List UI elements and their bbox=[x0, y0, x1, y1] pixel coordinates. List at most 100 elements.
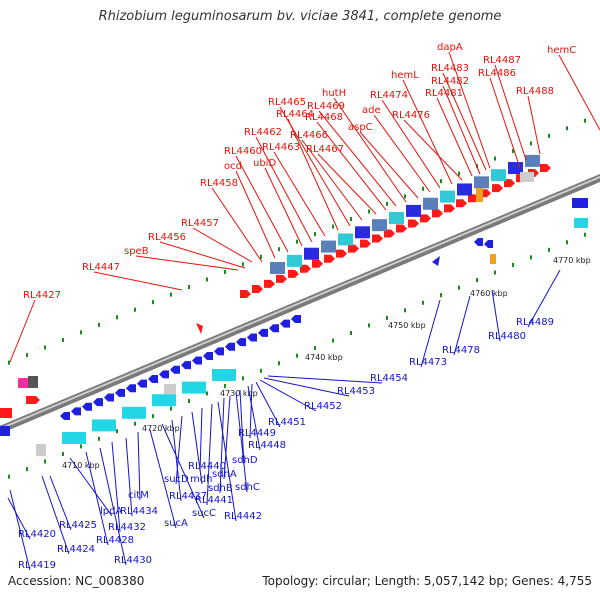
gene-labels: RL4427 RL4447 speB RL4456 RL4457 RL4458 ocd RL4… bbox=[18, 42, 576, 571]
tick-mark bbox=[116, 429, 118, 434]
reverse-gene-label-lpda[interactable]: lpdA bbox=[100, 506, 122, 517]
reverse-gene-label-rl4419[interactable]: RL4419 bbox=[18, 560, 56, 571]
tick-mark bbox=[116, 315, 118, 320]
forward-gene-label-rl4481[interactable]: RL4481 bbox=[425, 88, 463, 99]
reverse-gene-label-rl4449[interactable]: RL4449 bbox=[238, 428, 276, 439]
reverse-gene-label-rl4434[interactable]: RL4434 bbox=[120, 506, 158, 517]
reverse-gene-label-rl4489[interactable]: RL4489 bbox=[516, 317, 554, 328]
reverse-gene-callout-line bbox=[249, 383, 253, 439]
reverse-gene-label-rl4440[interactable]: RL4440 bbox=[188, 461, 226, 472]
reverse-gene-label-sucd[interactable]: sucD bbox=[164, 474, 189, 485]
forward-gene-callout-line bbox=[287, 118, 339, 231]
forward-gene-arrow bbox=[420, 214, 431, 223]
forward-gene-label-rl4464[interactable]: RL4464 bbox=[276, 109, 314, 120]
reverse-gene-label-rl4478[interactable]: RL4478 bbox=[442, 345, 480, 356]
forward-gene-label-aspc[interactable]: aspC bbox=[348, 122, 373, 133]
forward-gene-label-rl4482[interactable]: RL4482 bbox=[431, 76, 469, 87]
forward-gene-label-rl4483[interactable]: RL4483 bbox=[431, 63, 469, 74]
reverse-gene-label-sdha[interactable]: sdhA bbox=[212, 469, 237, 480]
forward-gene-callout-line bbox=[279, 106, 351, 227]
reverse-gene-label-rl4453[interactable]: RL4453 bbox=[337, 386, 375, 397]
forward-gene-label-speb[interactable]: speB bbox=[124, 246, 149, 257]
forward-gene-label-rl4427[interactable]: RL4427 bbox=[23, 290, 61, 301]
forward-gene-label-rl4488[interactable]: RL4488 bbox=[516, 86, 554, 97]
reverse-gene-label-rl4432[interactable]: RL4432 bbox=[108, 522, 146, 533]
reverse-gene-label-rl4452[interactable]: RL4452 bbox=[304, 401, 342, 412]
forward-gene-label-rl4447[interactable]: RL4447 bbox=[82, 262, 120, 273]
reverse-gene-label-suca[interactable]: sucA bbox=[164, 518, 188, 529]
reverse-gene-label-rl4451[interactable]: RL4451 bbox=[268, 417, 306, 428]
reverse-gene-callout-line bbox=[171, 419, 182, 502]
reverse-gene-label-sdhc[interactable]: sdhC bbox=[235, 482, 260, 493]
forward-gene-block bbox=[457, 183, 472, 196]
reverse-gene-label-rl4441[interactable]: RL4441 bbox=[195, 495, 233, 506]
forward-gene-label-heml[interactable]: hemL bbox=[391, 70, 419, 81]
reverse-gene-callout-line bbox=[239, 389, 245, 466]
tick-mark bbox=[62, 451, 64, 456]
forward-gene-label-huth[interactable]: hutH bbox=[322, 88, 346, 99]
forward-gene-label-rl4462[interactable]: RL4462 bbox=[244, 127, 282, 138]
forward-gene-arrow bbox=[288, 269, 299, 278]
forward-gene-label-ade[interactable]: ade bbox=[362, 105, 381, 116]
forward-gene-label-rl4463[interactable]: RL4463 bbox=[262, 142, 300, 153]
forward-gene-arrow bbox=[408, 219, 419, 228]
tick-mark bbox=[278, 361, 280, 366]
forward-gene-label-rl4456[interactable]: RL4456 bbox=[148, 232, 186, 243]
forward-gene-block bbox=[389, 212, 404, 225]
tick-label-4760-kbp: 4760 kbp bbox=[470, 289, 508, 298]
reverse-gene-label-rl4448[interactable]: RL4448 bbox=[248, 440, 286, 451]
forward-gene-label-ocd[interactable]: ocd bbox=[224, 161, 242, 172]
rna-gene-block bbox=[476, 188, 483, 202]
forward-gene-label-ubid[interactable]: ubiD bbox=[253, 158, 276, 169]
reverse-gene-callout-line bbox=[7, 497, 31, 540]
reverse-gene-label-rl4420[interactable]: RL4420 bbox=[18, 529, 56, 540]
tick-mark bbox=[404, 194, 406, 199]
forward-gene-label-rl4465[interactable]: RL4465 bbox=[268, 97, 306, 108]
tick-mark bbox=[170, 292, 172, 297]
forward-gene-label-rl4486[interactable]: RL4486 bbox=[478, 68, 516, 79]
forward-gene-label-rl4487[interactable]: RL4487 bbox=[483, 55, 521, 66]
forward-gene-block bbox=[0, 408, 12, 418]
forward-gene-label-hemc[interactable]: hemC bbox=[547, 45, 576, 56]
forward-gene-label-rl4476[interactable]: RL4476 bbox=[392, 110, 430, 121]
reverse-gene-label-rl4437[interactable]: RL4437 bbox=[169, 491, 207, 502]
forward-gene-label-rl4474[interactable]: RL4474 bbox=[370, 90, 408, 101]
reverse-gene-label-sdhd[interactable]: sdhD bbox=[232, 455, 258, 466]
reverse-gene-label-mdh[interactable]: mdh bbox=[190, 474, 212, 485]
forward-gene-block bbox=[406, 204, 421, 217]
tick-mark bbox=[26, 467, 28, 472]
forward-gene-label-rl4460[interactable]: RL4460 bbox=[224, 146, 262, 157]
reverse-gene-label-sdhb[interactable]: sdhB bbox=[208, 483, 233, 494]
tick-mark bbox=[584, 232, 586, 237]
reverse-gene-label-rl4428[interactable]: RL4428 bbox=[96, 535, 134, 546]
tick-mark bbox=[296, 239, 298, 244]
reverse-gene-callout-line bbox=[161, 423, 205, 519]
tick-mark bbox=[548, 247, 550, 252]
tick-mark bbox=[314, 232, 316, 237]
reverse-gene-label-rl4442[interactable]: RL4442 bbox=[224, 511, 262, 522]
reverse-gene-callout-line bbox=[247, 385, 261, 451]
forward-gene-label-rl4469[interactable]: RL4469 bbox=[307, 101, 345, 112]
forward-gene-label-rl4458[interactable]: RL4458 bbox=[200, 178, 238, 189]
reverse-gene-label-rl4424[interactable]: RL4424 bbox=[57, 544, 95, 555]
forward-gene-callout-line bbox=[403, 119, 463, 181]
reverse-gene-callout-line bbox=[125, 437, 133, 517]
forward-gene-label-rl4467[interactable]: RL4467 bbox=[306, 144, 344, 155]
forward-gene-label-rl4466[interactable]: RL4466 bbox=[290, 130, 328, 141]
tick-mark bbox=[386, 201, 388, 206]
reverse-gene-label-rl4454[interactable]: RL4454 bbox=[370, 373, 408, 384]
feature-layer bbox=[0, 154, 588, 456]
reverse-gene-label-rl4480[interactable]: RL4480 bbox=[488, 331, 526, 342]
forward-gene-label-dapa[interactable]: dapA bbox=[437, 42, 463, 53]
reverse-gene-label-rl4425[interactable]: RL4425 bbox=[59, 520, 97, 531]
forward-gene-arrow bbox=[456, 199, 467, 208]
reverse-gene-label-rl4430[interactable]: RL4430 bbox=[114, 555, 152, 566]
forward-gene-label-rl4468[interactable]: RL4468 bbox=[305, 112, 343, 123]
reverse-gene-label-succ[interactable]: sucC bbox=[192, 508, 216, 519]
reverse-gene-label-citm[interactable]: citM bbox=[128, 490, 149, 501]
forward-gene-label-rl4457[interactable]: RL4457 bbox=[181, 218, 219, 229]
reverse-gene-arrow bbox=[181, 361, 191, 370]
reverse-gene-label-rl4473[interactable]: RL4473 bbox=[409, 357, 447, 368]
tick-mark bbox=[476, 278, 478, 283]
tick-mark bbox=[404, 308, 406, 313]
